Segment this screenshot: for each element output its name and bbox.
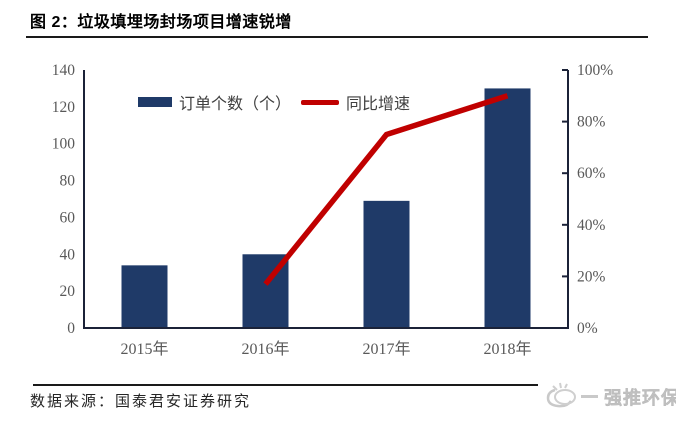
legend-item-growth: 同比增速 [301,90,410,114]
figure-title: 图 2：垃圾填埋场封场项目增速锐增 [30,14,292,31]
data-source-note: 数据来源：国泰君安证券研究 [30,394,252,410]
right-axis-tick-label: 60% [577,165,606,182]
right-axis-tick-label: 40% [577,217,606,234]
left-axis-tick-label: 120 [52,99,76,116]
left-axis-tick-label: 0 [67,320,75,337]
left-axis-tick-label: 100 [52,136,76,153]
bar-2015年 [121,265,168,328]
logo-text: 强推环保 [604,388,676,408]
chart-legend: 订单个数（个） 同比增速 [138,90,410,114]
footer-divider [33,384,538,386]
left-axis-tick-label: 60 [60,209,76,226]
right-axis-tick-label: 0% [577,320,598,337]
x-axis-label: 2018年 [483,340,531,358]
right-axis-tick-label: 20% [577,268,606,285]
qiangtui-huanbao-logo: 强推环保 [543,376,676,418]
axes-frame [83,70,569,329]
left-axis-tick-label: 80 [60,173,76,190]
right-axis-tick-label: 80% [577,114,606,131]
legend-item-orders: 订单个数（个） [138,90,291,114]
legend-line-label: 同比增速 [346,96,411,113]
megaphone-icon [546,382,598,408]
line-series-swatch-icon [301,99,340,105]
x-axis-label: 2016年 [241,340,289,358]
bar-2018年 [484,88,531,328]
bar-2017年 [363,200,410,328]
left-axis-tick-label: 140 [52,62,76,79]
growth-line [263,93,509,286]
title-underline [26,36,648,38]
x-axis-label: 2017年 [362,340,410,358]
legend-bar-label: 订单个数（个） [179,96,292,113]
left-axis-tick-label: 20 [60,283,76,300]
x-axis-label: 2015年 [120,340,168,358]
left-axis-tick-label: 40 [60,246,76,263]
right-axis-tick-label: 100% [577,62,613,79]
bar-series-swatch-icon [138,97,172,107]
